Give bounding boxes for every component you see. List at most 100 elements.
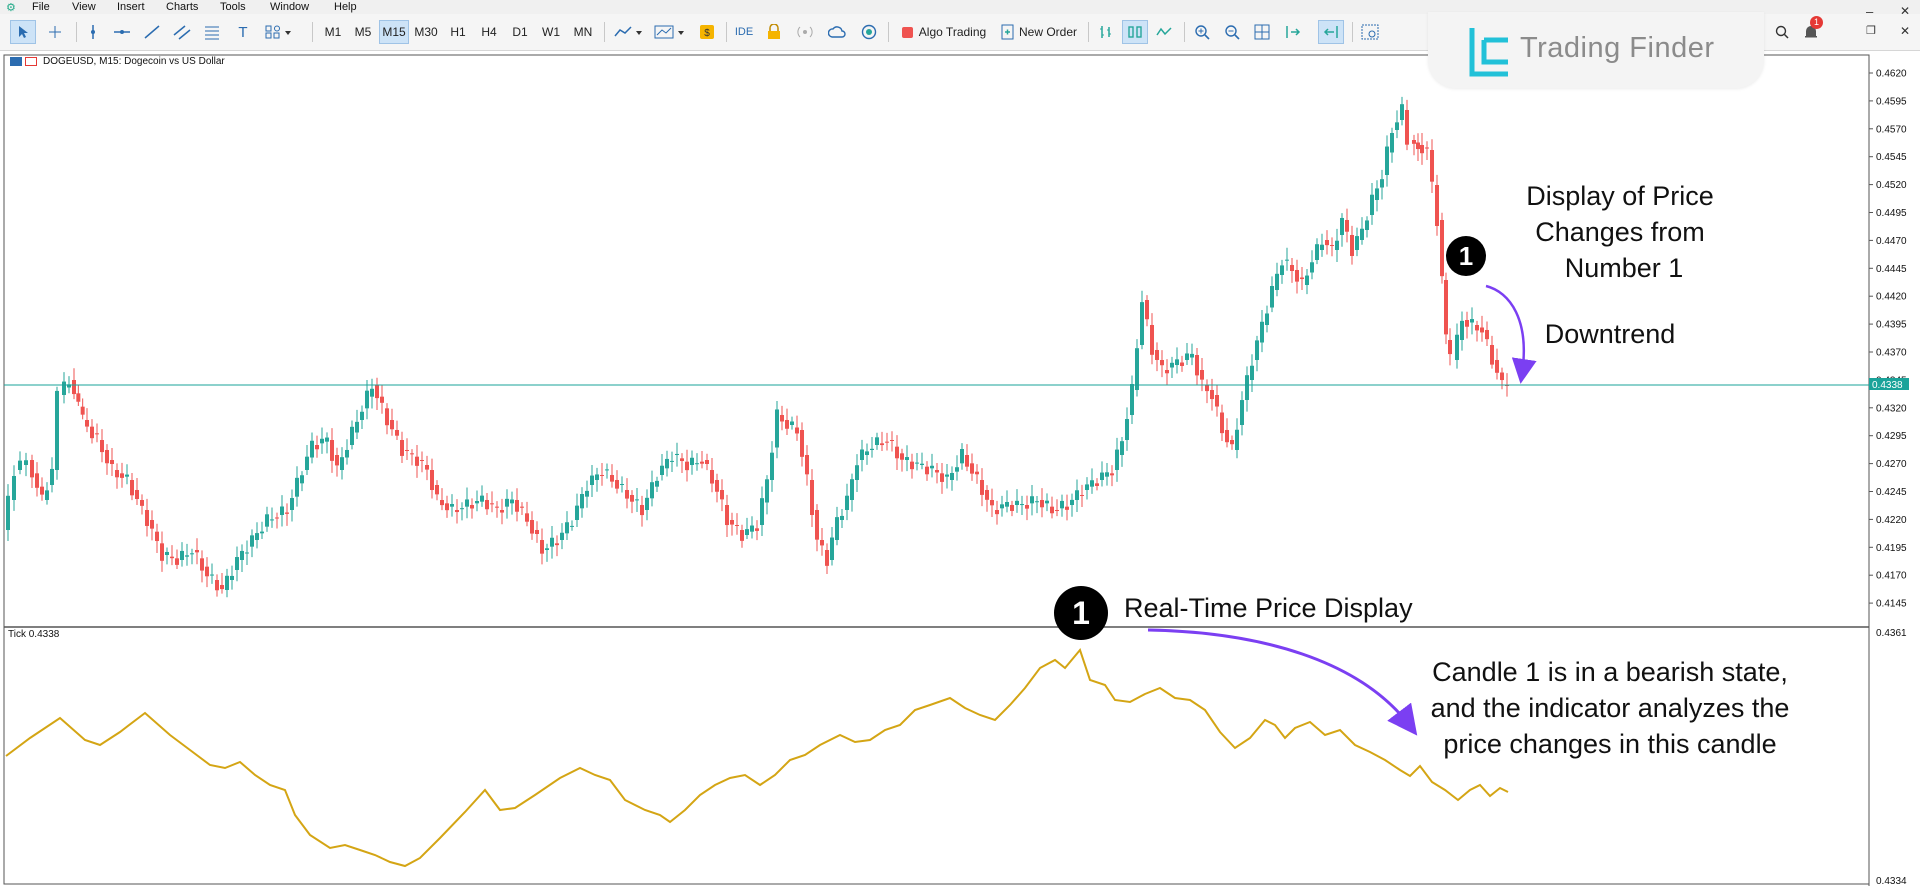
search-icon[interactable] bbox=[1772, 20, 1792, 44]
new-order-button[interactable]: New Order bbox=[996, 20, 1082, 44]
candle-body bbox=[195, 550, 199, 553]
candle-body bbox=[705, 460, 709, 465]
restore-icon[interactable]: ❐ bbox=[1866, 25, 1876, 37]
timeframe-d1[interactable]: D1 bbox=[512, 25, 528, 39]
new-order-label: New Order bbox=[1018, 25, 1077, 39]
candle-body bbox=[1340, 217, 1344, 235]
timeframe-w1[interactable]: W1 bbox=[542, 25, 560, 39]
ide-button[interactable]: IDE bbox=[734, 26, 754, 38]
candle-body bbox=[595, 474, 599, 480]
chart-shift-icon[interactable] bbox=[1318, 20, 1344, 44]
number-one-badge-realtime: 1 bbox=[1054, 586, 1108, 640]
candle-body bbox=[1440, 220, 1444, 277]
timeframe-mn[interactable]: MN bbox=[573, 25, 593, 39]
horizontal-line-icon[interactable] bbox=[110, 20, 134, 44]
channel-icon[interactable] bbox=[170, 20, 194, 44]
candle-body bbox=[1475, 325, 1479, 331]
candle-body bbox=[890, 440, 894, 441]
candle-body bbox=[1010, 505, 1014, 511]
zoom-out-icon[interactable] bbox=[1220, 20, 1244, 44]
chart-close-icon[interactable]: ✕ bbox=[1900, 24, 1911, 38]
cursor-tool-icon[interactable] bbox=[10, 20, 36, 44]
chart-window-icon bbox=[10, 56, 22, 66]
menu-file[interactable]: File bbox=[32, 1, 50, 13]
scroll-chart-icon[interactable] bbox=[1282, 20, 1306, 44]
timeframe-m30[interactable]: M30 bbox=[414, 25, 438, 39]
candle-body bbox=[1255, 340, 1259, 360]
candle-body bbox=[685, 461, 689, 471]
shapes-dropdown-icon[interactable] bbox=[262, 20, 296, 44]
candle-body bbox=[920, 463, 924, 465]
signal-icon[interactable] bbox=[792, 20, 818, 44]
candle-body bbox=[615, 480, 619, 489]
templates-dropdown-icon[interactable] bbox=[652, 20, 688, 44]
trading-finder-logo-icon bbox=[1469, 28, 1508, 77]
candle-body bbox=[365, 390, 369, 409]
timeframe-m5[interactable]: M5 bbox=[354, 25, 372, 39]
menu-tools[interactable]: Tools bbox=[220, 1, 246, 13]
menu-window[interactable]: Window bbox=[270, 1, 310, 13]
screenshot-icon[interactable] bbox=[1358, 20, 1382, 44]
candle-body bbox=[400, 440, 404, 456]
candle-body bbox=[770, 452, 774, 480]
indicators-dropdown-icon[interactable] bbox=[612, 20, 646, 44]
menu-charts[interactable]: Charts bbox=[166, 1, 199, 13]
trendline-icon[interactable] bbox=[140, 20, 164, 44]
candle-body bbox=[1120, 441, 1124, 455]
candle-body bbox=[490, 503, 494, 505]
close-icon[interactable]: ✕ bbox=[1900, 4, 1911, 18]
crosshair-tool-icon[interactable] bbox=[42, 20, 68, 44]
candle-body bbox=[40, 486, 44, 495]
coins-icon[interactable]: $ bbox=[694, 20, 720, 44]
price-chart[interactable]: 0.4620 0.4595 0.4570 0.4545 0.4520 0.4495 0.44… bbox=[0, 51, 1920, 886]
candle-body bbox=[515, 500, 519, 512]
candle-body bbox=[1375, 188, 1379, 200]
lock-icon[interactable] bbox=[762, 20, 786, 44]
candle-body bbox=[555, 543, 559, 546]
candle-body bbox=[1420, 145, 1424, 154]
candle-body bbox=[985, 490, 989, 500]
candle-body bbox=[1115, 449, 1119, 470]
candle-body bbox=[485, 500, 489, 510]
timeframe-h1[interactable]: H1 bbox=[450, 25, 466, 39]
menu-help[interactable]: Help bbox=[334, 1, 357, 13]
candle-body bbox=[1335, 240, 1339, 250]
candle-body bbox=[1130, 384, 1134, 415]
candle-body bbox=[630, 495, 634, 502]
notifications-icon[interactable]: 1 bbox=[1796, 16, 1826, 44]
bar-chart-icon[interactable] bbox=[1094, 20, 1118, 44]
minimize-icon[interactable]: – bbox=[1866, 4, 1874, 19]
timeframe-m15[interactable]: M15 bbox=[379, 20, 409, 44]
candle-body bbox=[1385, 146, 1389, 175]
line-chart-icon[interactable] bbox=[1152, 20, 1176, 44]
fibonacci-icon[interactable] bbox=[200, 20, 224, 44]
candle-body bbox=[315, 445, 319, 450]
zoom-in-icon[interactable] bbox=[1190, 20, 1214, 44]
menu-insert[interactable]: Insert bbox=[117, 1, 145, 13]
candle-body bbox=[1390, 132, 1394, 153]
timeframe-m1[interactable]: M1 bbox=[324, 25, 342, 39]
candle-body bbox=[1020, 504, 1024, 506]
candle-body bbox=[835, 517, 839, 540]
algo-trading-button[interactable]: Algo Trading bbox=[894, 20, 994, 44]
text-tool-icon[interactable]: T bbox=[238, 23, 248, 41]
candle-body bbox=[545, 548, 549, 550]
candlestick-chart-icon[interactable] bbox=[1122, 20, 1148, 44]
candle-body bbox=[1275, 273, 1279, 290]
candle-body bbox=[1435, 185, 1439, 226]
candle-body bbox=[1325, 240, 1329, 246]
cloud-icon[interactable] bbox=[824, 20, 850, 44]
candle-body bbox=[1180, 362, 1184, 366]
candle-body bbox=[1300, 277, 1304, 280]
candle-body bbox=[915, 462, 919, 464]
candle-body bbox=[690, 457, 694, 465]
price-tick-label: 0.4195 bbox=[1876, 543, 1907, 554]
candle-body bbox=[1295, 270, 1299, 282]
market-watch-icon[interactable] bbox=[856, 20, 882, 44]
candle-body bbox=[295, 477, 299, 497]
vertical-line-icon[interactable] bbox=[82, 20, 104, 44]
menu-view[interactable]: View bbox=[72, 1, 96, 13]
tile-windows-icon[interactable] bbox=[1250, 20, 1274, 44]
chart-area: 0.4620 0.4595 0.4570 0.4545 0.4520 0.4495 0.44… bbox=[0, 51, 1920, 886]
timeframe-h4[interactable]: H4 bbox=[481, 25, 497, 39]
